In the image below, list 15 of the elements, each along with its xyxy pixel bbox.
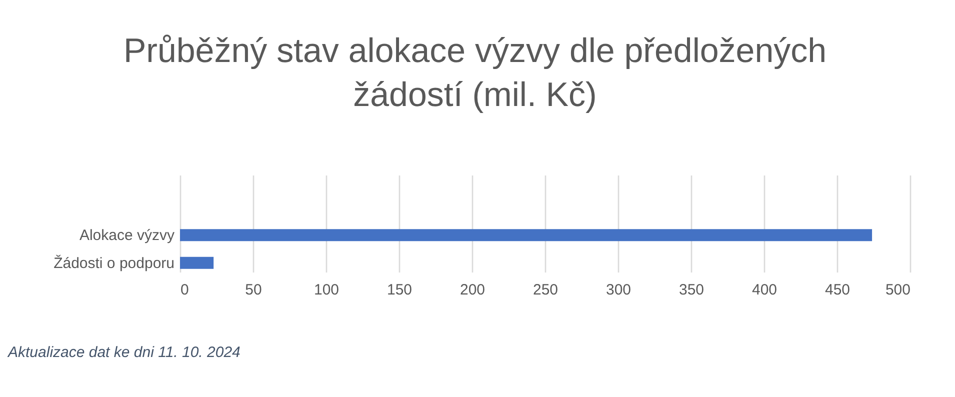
x-tick-label: 150 <box>386 282 412 298</box>
x-tick-label: 500 <box>885 282 910 298</box>
x-tick-label: 450 <box>824 282 850 298</box>
x-tick-label: 250 <box>532 282 558 298</box>
y-tick-label: Žádosti o podporu <box>54 254 174 272</box>
x-tick-label: 350 <box>678 282 704 298</box>
chart-title: Průběžný stav alokace výzvy dle předložených žádostí (mil. Kč) <box>123 32 827 114</box>
x-tick-label: 200 <box>460 282 486 298</box>
x-tick-label: 50 <box>245 282 262 298</box>
x-tick-label: 0 <box>180 282 189 298</box>
x-tick-label: 100 <box>314 282 340 298</box>
x-tick-label: 300 <box>606 282 632 298</box>
y-tick-label: Alokace výzvy <box>79 227 175 244</box>
x-tick-label: 400 <box>752 282 778 298</box>
text: Aktualizace dat ke dni 11. 10. 2024 <box>8 344 240 361</box>
